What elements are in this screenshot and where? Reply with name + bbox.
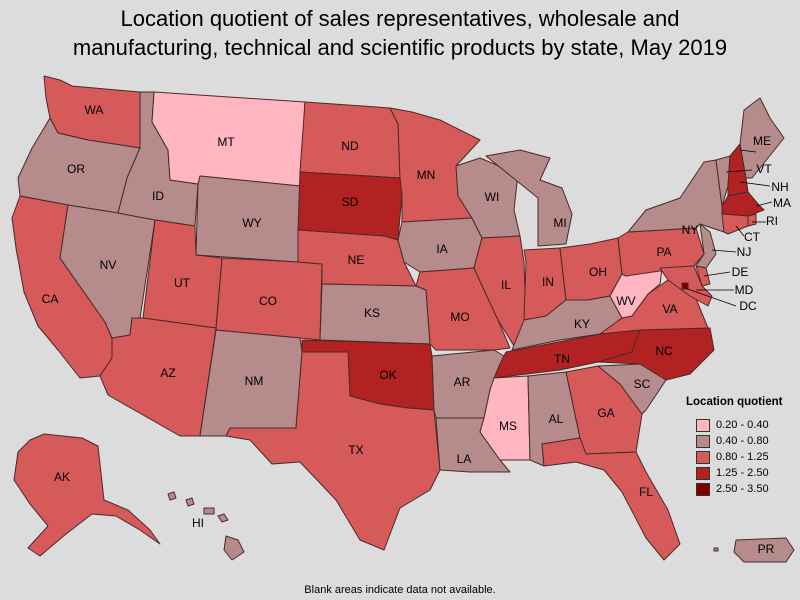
state-mo[interactable] bbox=[415, 267, 511, 351]
label-nv: NV bbox=[100, 258, 117, 272]
footnote: Blank areas indicate data not available. bbox=[304, 584, 496, 596]
label-in: IN bbox=[542, 275, 554, 289]
label-ak: AK bbox=[54, 470, 70, 484]
label-nh: NH bbox=[771, 180, 788, 194]
state-tx[interactable] bbox=[225, 351, 441, 551]
legend-title: Location quotient bbox=[686, 396, 783, 408]
legend-label: 0.40 - 0.80 bbox=[716, 435, 769, 447]
label-co: CO bbox=[259, 294, 277, 308]
legend: Location quotient 0.20 - 0.40 0.40 - 0.8… bbox=[686, 396, 800, 497]
state-wy[interactable] bbox=[195, 175, 301, 263]
label-tx: TX bbox=[348, 443, 363, 457]
label-az: AZ bbox=[160, 366, 175, 380]
label-nj: NJ bbox=[737, 245, 752, 259]
label-leaders bbox=[684, 149, 773, 307]
state-nc[interactable] bbox=[597, 327, 715, 381]
title-line-2: manufacturing, technical and scientific … bbox=[72, 35, 728, 60]
label-ar: AR bbox=[454, 375, 471, 389]
legend-label: 2.50 - 3.50 bbox=[716, 483, 769, 495]
legend-item: 1.25 - 2.50 bbox=[686, 465, 800, 481]
state-pr-islet bbox=[713, 547, 719, 552]
label-mi: MI bbox=[553, 216, 566, 230]
state-pr[interactable] bbox=[733, 537, 795, 563]
legend-label: 0.20 - 0.40 bbox=[716, 419, 769, 431]
state-ct[interactable] bbox=[721, 213, 749, 235]
legend-label: 0.80 - 1.25 bbox=[716, 451, 769, 463]
state-ma[interactable] bbox=[721, 191, 765, 217]
label-va: VA bbox=[662, 302, 677, 316]
label-il: IL bbox=[501, 278, 511, 292]
label-wa: WA bbox=[85, 103, 104, 117]
state-mi[interactable] bbox=[485, 149, 573, 247]
legend-item: 0.40 - 0.80 bbox=[686, 433, 800, 449]
label-sc: SC bbox=[634, 377, 651, 391]
state-me[interactable] bbox=[739, 97, 785, 179]
label-nd: ND bbox=[341, 139, 359, 153]
label-vt: VT bbox=[756, 162, 772, 176]
label-nm: NM bbox=[245, 374, 264, 388]
label-ut: UT bbox=[174, 276, 191, 290]
label-ks: KS bbox=[364, 306, 380, 320]
legend-swatch bbox=[696, 434, 710, 448]
label-wy: WY bbox=[242, 216, 261, 230]
label-ia: IA bbox=[436, 242, 447, 256]
label-dc: DC bbox=[739, 299, 757, 313]
legend-item: 2.50 - 3.50 bbox=[686, 481, 800, 497]
label-hi: HI bbox=[192, 516, 204, 530]
label-fl: FL bbox=[639, 485, 653, 499]
label-ma: MA bbox=[773, 196, 791, 210]
label-md: MD bbox=[735, 283, 754, 297]
label-pa: PA bbox=[656, 245, 671, 259]
label-or: OR bbox=[67, 162, 85, 176]
label-ky: KY bbox=[574, 317, 590, 331]
label-la: LA bbox=[457, 452, 472, 466]
legend-swatch bbox=[696, 466, 710, 480]
label-ct: CT bbox=[744, 230, 761, 244]
legend-label: 1.25 - 2.50 bbox=[716, 467, 769, 479]
label-nc: NC bbox=[655, 344, 673, 358]
state-labels: WA OR CA NV ID MT WY UT CO AZ NM ND SD N… bbox=[42, 103, 791, 556]
label-ms: MS bbox=[499, 419, 517, 433]
label-me: ME bbox=[753, 134, 771, 148]
state-hi[interactable] bbox=[167, 491, 245, 561]
label-ne: NE bbox=[348, 253, 365, 267]
label-tn: TN bbox=[554, 352, 570, 366]
label-pr: PR bbox=[758, 542, 775, 556]
legend-swatch bbox=[696, 450, 710, 464]
label-al: AL bbox=[549, 412, 564, 426]
label-ca: CA bbox=[42, 292, 59, 306]
label-wv: WV bbox=[616, 294, 635, 308]
label-id: ID bbox=[152, 189, 164, 203]
legend-swatch bbox=[696, 418, 710, 432]
state-de[interactable] bbox=[695, 265, 711, 287]
label-sd: SD bbox=[342, 195, 359, 209]
state-ri[interactable] bbox=[747, 213, 757, 227]
title-line-1: Location quotient of sales representativ… bbox=[120, 6, 680, 31]
label-ri: RI bbox=[766, 214, 778, 228]
label-ny: NY bbox=[682, 223, 699, 237]
map-title: Location quotient of sales representativ… bbox=[0, 4, 800, 62]
label-ga: GA bbox=[597, 406, 614, 420]
state-fl[interactable] bbox=[541, 437, 681, 561]
legend-swatch bbox=[696, 482, 710, 496]
label-mn: MN bbox=[417, 168, 436, 182]
label-de: DE bbox=[732, 265, 749, 279]
label-ok: OK bbox=[379, 368, 396, 382]
label-wi: WI bbox=[485, 190, 500, 204]
state-ak[interactable] bbox=[13, 433, 161, 557]
legend-item: 0.20 - 0.40 bbox=[686, 417, 800, 433]
legend-item: 0.80 - 1.25 bbox=[686, 449, 800, 465]
label-mo: MO bbox=[450, 310, 469, 324]
label-mt: MT bbox=[217, 135, 235, 149]
label-oh: OH bbox=[589, 265, 607, 279]
state-ny[interactable] bbox=[627, 159, 725, 233]
